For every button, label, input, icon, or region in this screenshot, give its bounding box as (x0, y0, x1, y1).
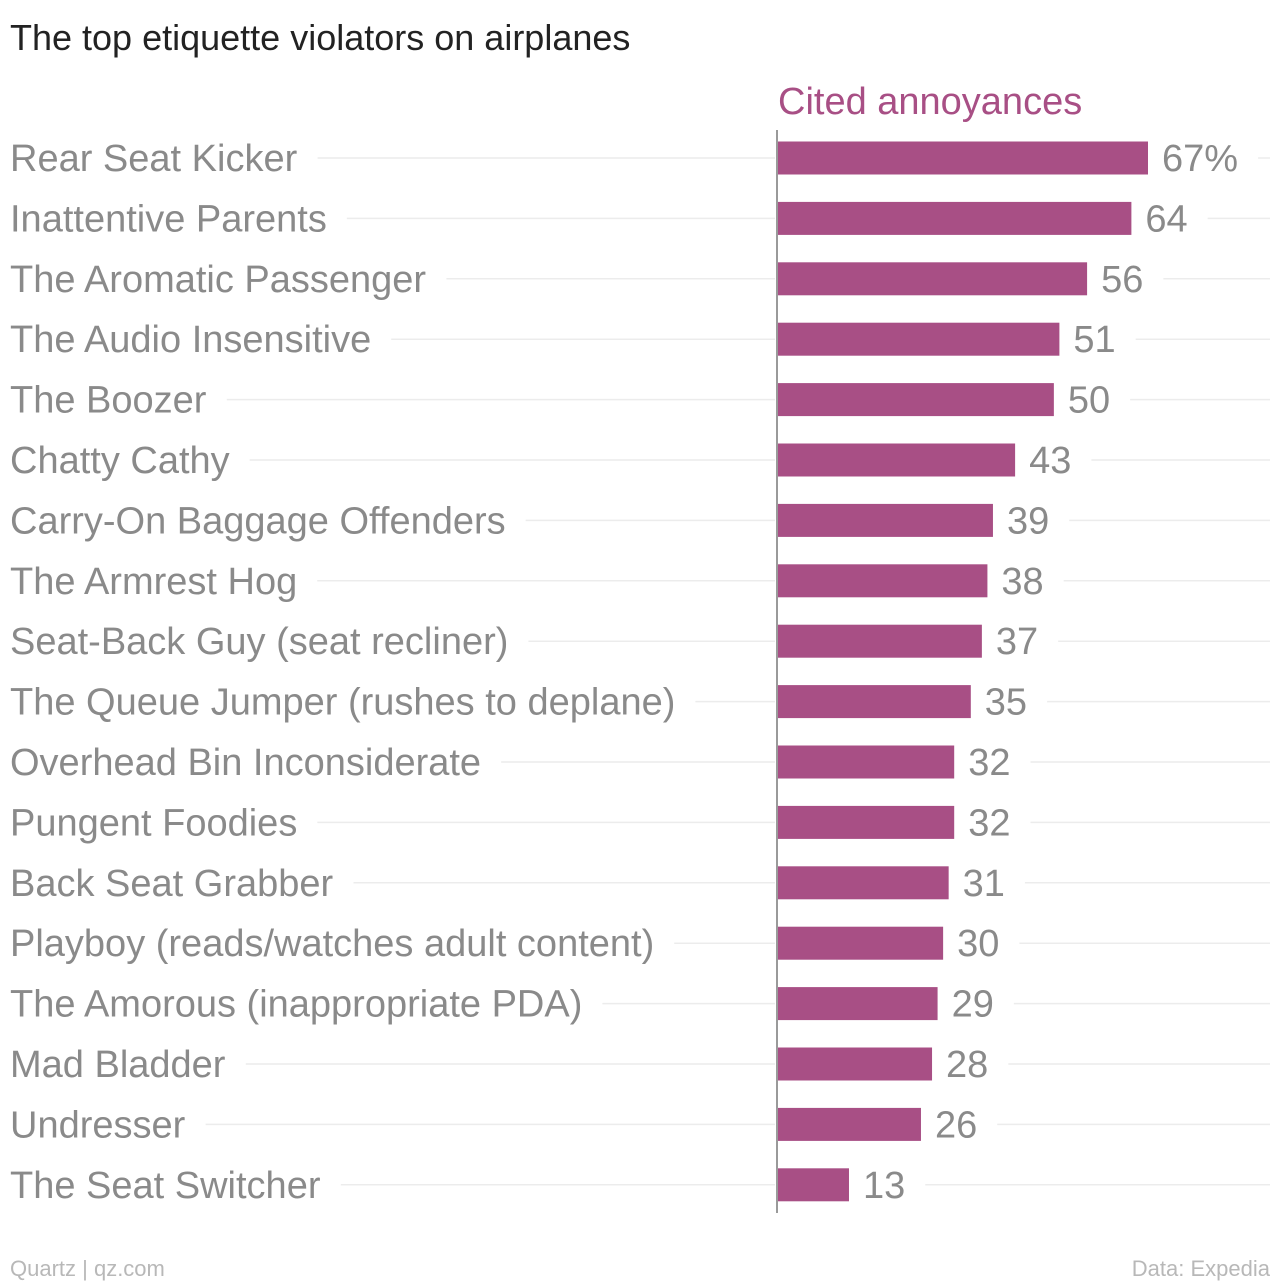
category-label: Playboy (reads/watches adult content) (10, 923, 654, 965)
value-label: 37 (996, 621, 1038, 663)
value-label: 56 (1101, 259, 1143, 301)
category-label: Chatty Cathy (10, 440, 230, 482)
category-label: Seat-Back Guy (seat recliner) (10, 621, 508, 663)
category-label: Pungent Foodies (10, 802, 297, 844)
category-label: The Seat Switcher (10, 1165, 321, 1207)
bar (777, 201, 1132, 235)
bar (777, 1168, 849, 1202)
value-label: 31 (963, 863, 1005, 905)
series-label: Cited annoyances (778, 81, 1082, 123)
bar (777, 322, 1060, 356)
bar (777, 443, 1016, 477)
bar (777, 866, 949, 900)
footer-source-left: Quartz | qz.com (10, 1256, 165, 1281)
value-label: 64 (1145, 198, 1187, 240)
category-label: Mad Bladder (10, 1044, 226, 1086)
value-label: 30 (957, 923, 999, 965)
category-label: The Amorous (inappropriate PDA) (10, 984, 582, 1026)
bar (777, 564, 988, 598)
bar (777, 1107, 921, 1141)
chart-title: The top etiquette violators on airplanes (10, 17, 630, 58)
bar (777, 624, 982, 658)
bars (777, 141, 1148, 1202)
category-label: Rear Seat Kicker (10, 138, 298, 180)
value-label: 43 (1029, 440, 1071, 482)
bar (777, 805, 955, 839)
category-label: The Armrest Hog (10, 561, 297, 603)
bar (777, 926, 944, 960)
footer-source-right: Data: Expedia (1132, 1256, 1271, 1281)
category-label: Carry-On Baggage Offenders (10, 500, 506, 542)
category-label: The Boozer (10, 380, 207, 422)
value-label: 26 (935, 1104, 977, 1146)
value-label: 51 (1073, 319, 1115, 361)
bar (777, 745, 955, 779)
value-label: 28 (946, 1044, 988, 1086)
category-label: Inattentive Parents (10, 198, 327, 240)
value-label: 35 (985, 682, 1027, 724)
category-label: Back Seat Grabber (10, 863, 334, 905)
value-label: 32 (968, 802, 1010, 844)
bar (777, 685, 971, 719)
value-label: 38 (1001, 561, 1043, 603)
category-label: The Queue Jumper (rushes to deplane) (10, 682, 675, 724)
bar (777, 383, 1054, 417)
category-label: The Aromatic Passenger (10, 259, 426, 301)
value-label: 32 (968, 742, 1010, 784)
category-label: The Audio Insensitive (10, 319, 371, 361)
value-label: 29 (952, 984, 994, 1026)
category-label: Overhead Bin Inconsiderate (10, 742, 481, 784)
value-label: 67% (1162, 138, 1238, 180)
category-label: Undresser (10, 1104, 186, 1146)
bar (777, 503, 993, 537)
value-label: 13 (863, 1165, 905, 1207)
bar (777, 987, 938, 1021)
guide-lines (205, 157, 1270, 1186)
category-labels: Rear Seat Kicker Inattentive Parents The A… (10, 138, 675, 1207)
bar (777, 1047, 933, 1081)
value-label: 50 (1068, 380, 1110, 422)
bar (777, 141, 1148, 175)
value-label: 39 (1007, 500, 1049, 542)
bar (777, 262, 1088, 296)
